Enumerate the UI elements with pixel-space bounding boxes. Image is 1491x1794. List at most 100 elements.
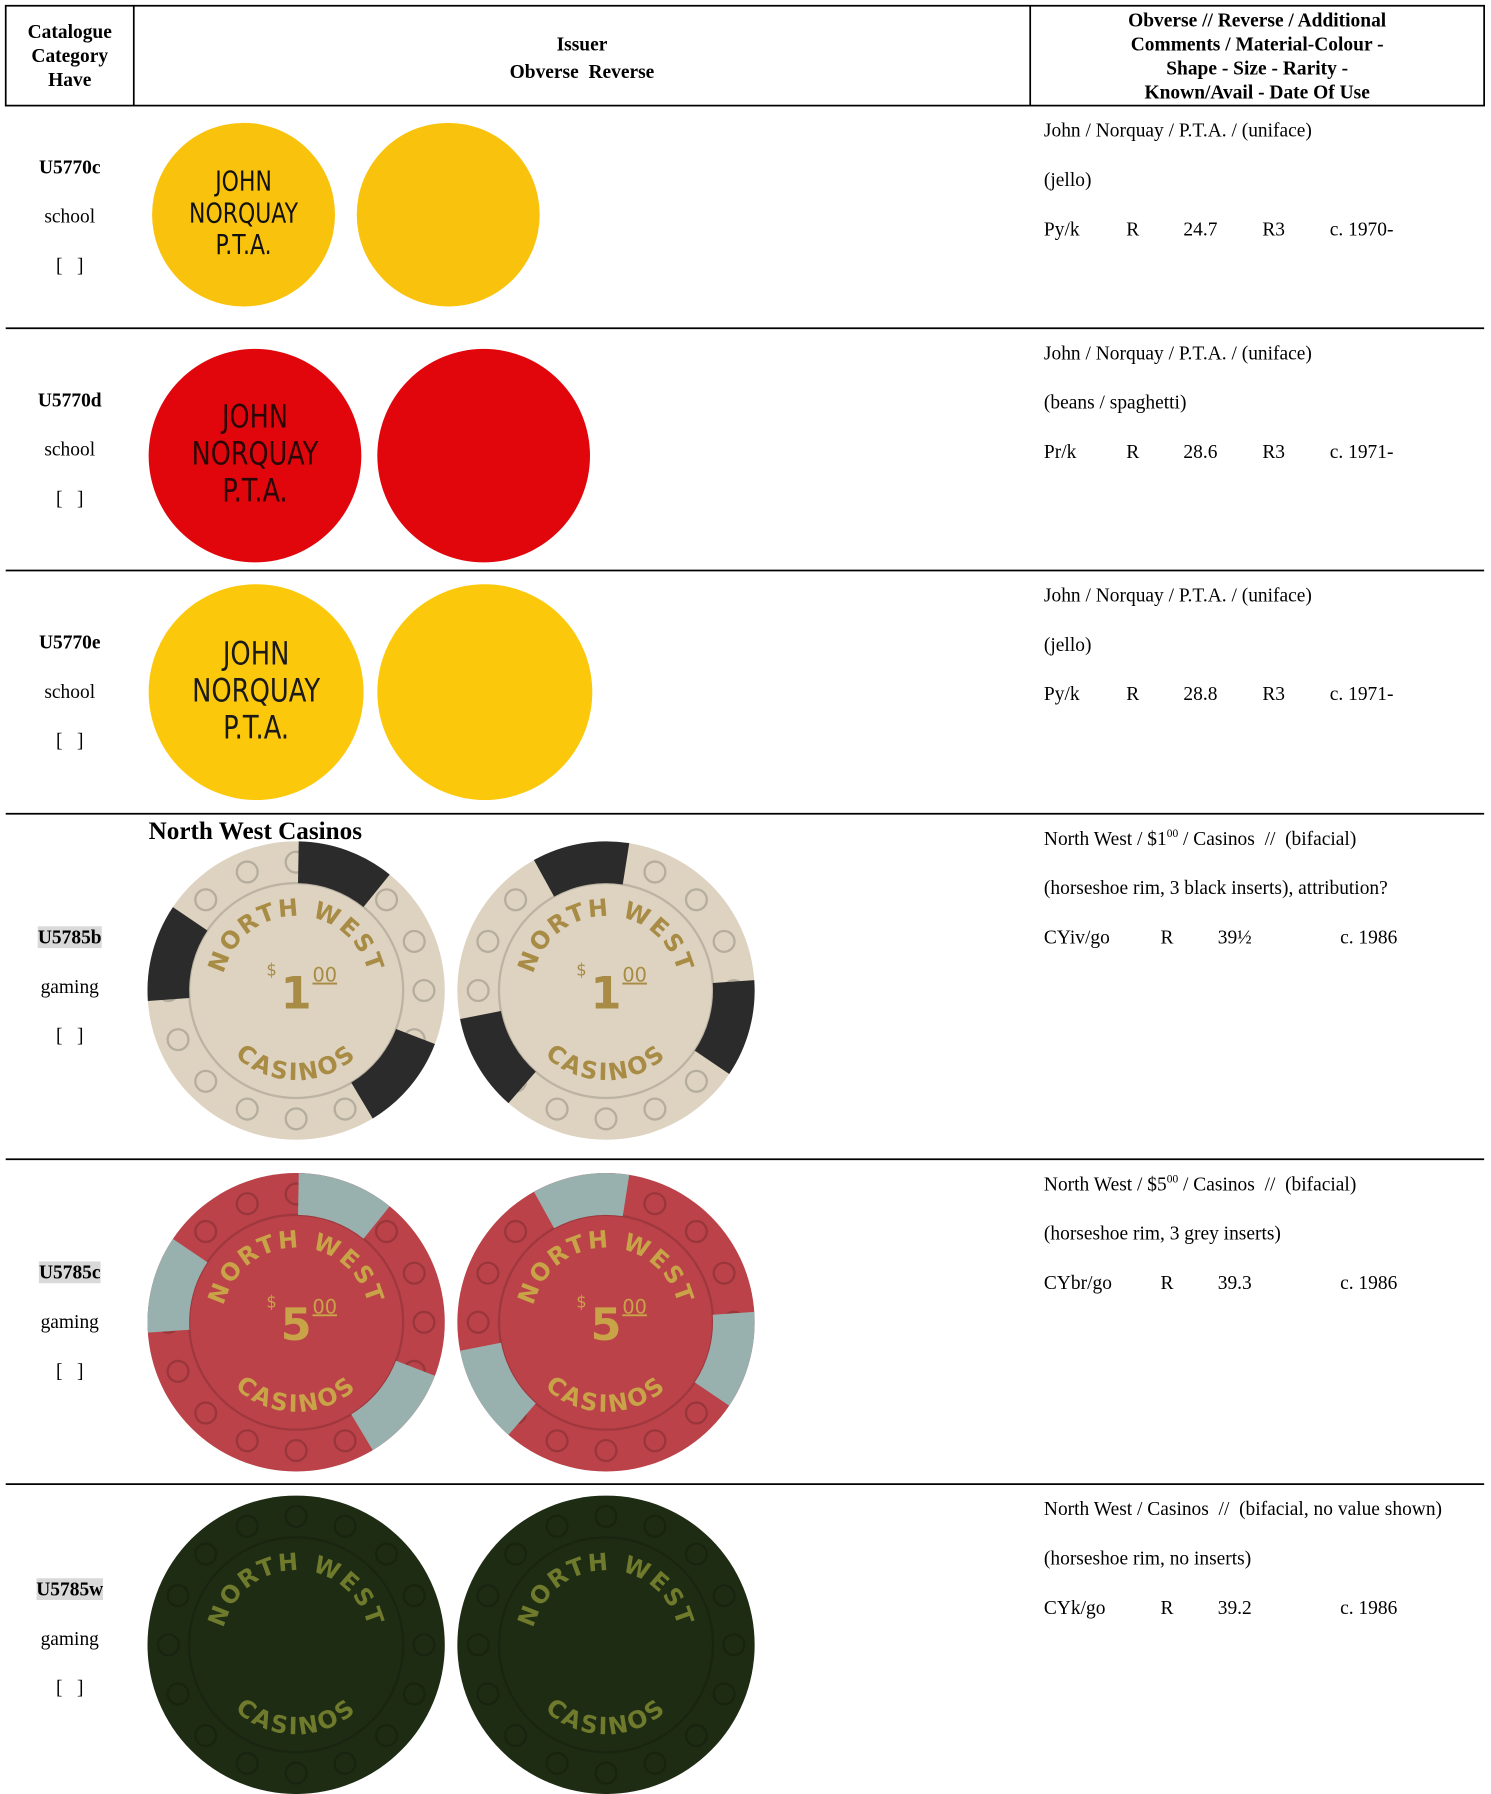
detail-field: R (1126, 440, 1140, 463)
have-box: [ ] (55, 1359, 84, 1382)
catalogue-code: U5785w (6, 1578, 134, 1601)
detail-field: Py/k (1043, 218, 1080, 240)
chip-face (147, 1495, 445, 1794)
horseshoe (712, 929, 736, 954)
detail-field: R (1160, 1271, 1174, 1294)
horseshoe (333, 1097, 357, 1121)
chip-text: $ (266, 1292, 276, 1311)
chip-reverse (377, 348, 590, 563)
horseshoe (284, 1107, 308, 1131)
horseshoe (235, 1751, 259, 1775)
category: school (44, 437, 96, 460)
chip-text: 00 (622, 1295, 647, 1318)
chip-insert (694, 1311, 755, 1406)
description: John / Norquay / P.T.A. / (uniface) (jell… (1044, 119, 1444, 267)
description-text: North West / $1 (1043, 827, 1167, 850)
detail-field: R3 (1262, 682, 1286, 705)
description-text: / Casinos // (bifacial) (1178, 1173, 1357, 1195)
horseshoe (374, 1723, 399, 1748)
chip-insert (350, 1360, 435, 1451)
description-line: (jello) (1044, 169, 1444, 192)
detail-field: 39.3 (1217, 1271, 1252, 1294)
header-text: Shape - Size - Rarity - (1166, 57, 1349, 80)
chip-text: $ (576, 1292, 586, 1311)
chip-text: JOHN (221, 634, 289, 672)
horseshoe (194, 1069, 218, 1093)
header-box (4, 4, 1485, 107)
horseshoe (594, 1107, 618, 1131)
horseshoe (412, 978, 436, 1003)
chip-face (147, 1173, 445, 1472)
details-line: Py/k R 24.7 R3 c. 1970- (1044, 218, 1444, 241)
chip-rim (187, 1536, 405, 1754)
category: school (44, 205, 96, 228)
horseshoe (643, 1192, 667, 1216)
description-line: (horseshoe rim, no inserts) (1044, 1547, 1444, 1570)
chip-rim (187, 1213, 405, 1431)
horseshoe (476, 1584, 500, 1608)
catalogue-code: U5770d (37, 388, 102, 411)
chip-insert (147, 1238, 208, 1333)
horseshoe (722, 1633, 746, 1657)
header-text: Have (48, 68, 92, 91)
description-text: John / Norquay / P.T.A. / (uniface) (1043, 584, 1312, 607)
horseshoe (374, 1219, 399, 1244)
detail-field: c. 1971- (1329, 682, 1394, 705)
detail-field: c. 1970- (1329, 218, 1394, 240)
chip-text: JOHN (213, 165, 271, 197)
chip-face (356, 122, 540, 307)
horseshoe (476, 929, 500, 954)
chip-face (457, 1495, 755, 1794)
horseshoe (684, 888, 708, 912)
header-text: Known/Avail - Date Of Use (1144, 81, 1370, 104)
horseshoe (466, 978, 490, 1003)
details-line: Py/k R 28.8 R3 c. 1971- (1044, 683, 1444, 706)
description-line: (horseshoe rim, 3 grey inserts) (1044, 1222, 1444, 1245)
details-line: CYk/go R 39.2 c. 1986 (1044, 1597, 1444, 1620)
detail-field: 39.2 (1217, 1596, 1252, 1619)
description-text: (jello) (1043, 168, 1092, 191)
code-highlight: U5785w (36, 1578, 104, 1601)
catalogue-code: U5785b (6, 925, 134, 949)
detail-field: R (1160, 1596, 1174, 1619)
chip-text: NORQUAY (189, 197, 299, 229)
horseshoe (466, 1633, 490, 1657)
horseshoe (684, 1542, 708, 1566)
horseshoe (333, 1429, 357, 1453)
header-text: Category (31, 44, 109, 67)
chip-text: NORQUAY (192, 435, 319, 473)
chip-text: 1 (281, 967, 312, 1019)
description-text: John / Norquay / P.T.A. / (uniface) (1043, 119, 1312, 142)
horseshoe (412, 1633, 436, 1657)
horseshoe (166, 1682, 190, 1706)
header-cell: Catalogue Category Have (6, 20, 134, 92)
chip-reverse (377, 584, 593, 801)
description: John / Norquay / P.T.A. / (uniface) (jell… (1044, 584, 1444, 732)
horseshoe (194, 1219, 218, 1244)
chip-face (457, 1173, 755, 1472)
category: school (44, 680, 96, 703)
description-line: (horseshoe rim, 3 black inserts), attrib… (1044, 877, 1444, 900)
description-text: 00 (1166, 1173, 1179, 1187)
description-text: (jello) (1043, 633, 1092, 656)
details-line: Pr/k R 28.6 R3 c. 1971- (1044, 441, 1444, 464)
horseshoe (712, 1682, 736, 1706)
chip-text: 00 (622, 964, 647, 987)
description-text: John / Norquay / P.T.A. / (uniface) (1043, 342, 1312, 364)
detail-field: R3 (1262, 440, 1286, 463)
chip-text: P.T.A. (223, 709, 289, 747)
detail-field: 28.6 (1183, 440, 1218, 463)
horseshoe (235, 860, 259, 884)
description-line: (jello) (1044, 634, 1444, 657)
description-line: John / Norquay / P.T.A. / (uniface) (1044, 119, 1444, 142)
horseshoe (194, 1401, 218, 1425)
chip-insert (460, 1010, 537, 1104)
chip-text: NORQUAY (192, 672, 320, 710)
chip-text: 5 (590, 1299, 621, 1351)
chip-text: 00 (312, 1295, 337, 1318)
description: North West / Casinos // (bifacial, no va… (1044, 1498, 1444, 1646)
header-text: Obverse Reverse (509, 60, 655, 83)
